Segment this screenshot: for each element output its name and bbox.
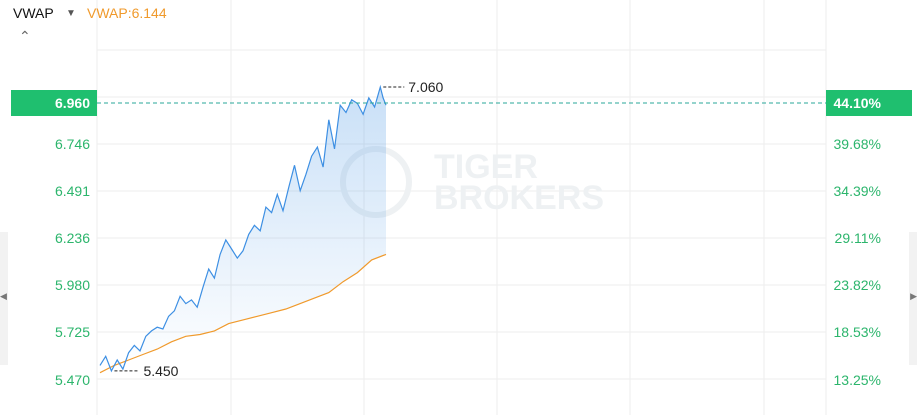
- percent-tick-label: 39.68%: [834, 136, 881, 152]
- low-price-label: 5.450: [143, 363, 178, 379]
- watermark-text-line2: BROKERS: [434, 179, 604, 217]
- watermark-text-line1: TIGER: [434, 148, 538, 186]
- caret-down-icon[interactable]: ▼: [66, 8, 76, 19]
- vwap-value-label: VWAP:6.144: [87, 5, 167, 21]
- y-tick-label: 5.725: [55, 324, 90, 340]
- y-tick-label: 5.470: [55, 372, 90, 388]
- chevron-up-icon[interactable]: ⌃: [19, 28, 31, 44]
- y-tick-label: 6.746: [55, 136, 90, 152]
- vwap-line: [99, 253, 387, 374]
- left-price-axis: 5.470 5.725 5.980 6.236 6.491 6.746: [55, 136, 90, 388]
- marks-layer: 6.960 44.10% 7.060 5.450: [11, 79, 912, 379]
- y-tick-label: 6.491: [55, 183, 90, 199]
- scroll-right-handle[interactable]: ▶: [909, 232, 917, 365]
- right-percent-axis: 13.25% 18.53% 23.82% 29.11% 34.39% 39.68%: [834, 136, 881, 388]
- percent-tick-label: 23.82%: [834, 277, 881, 293]
- current-percent-label: 44.10%: [834, 95, 882, 111]
- price-area-fill: [100, 87, 386, 373]
- indicator-selector[interactable]: VWAP: [13, 5, 54, 21]
- arrow-left-icon[interactable]: ◀: [0, 291, 7, 301]
- high-price-label: 7.060: [408, 79, 443, 95]
- percent-tick-label: 29.11%: [835, 230, 881, 246]
- series-layer: [99, 84, 387, 374]
- y-tick-label: 6.236: [55, 230, 90, 246]
- scroll-left-handle[interactable]: ◀: [0, 232, 8, 365]
- percent-tick-label: 18.53%: [834, 324, 881, 340]
- watermark: TIGER BROKERS: [340, 146, 604, 218]
- current-percent-badge: [826, 90, 912, 116]
- price-line: [99, 84, 387, 373]
- percent-tick-label: 13.25%: [834, 372, 881, 388]
- y-tick-label: 5.980: [55, 277, 90, 293]
- current-price-label: 6.960: [55, 95, 90, 111]
- percent-tick-label: 34.39%: [834, 183, 881, 199]
- current-price-badge: [11, 90, 97, 116]
- arrow-right-icon[interactable]: ▶: [910, 291, 917, 301]
